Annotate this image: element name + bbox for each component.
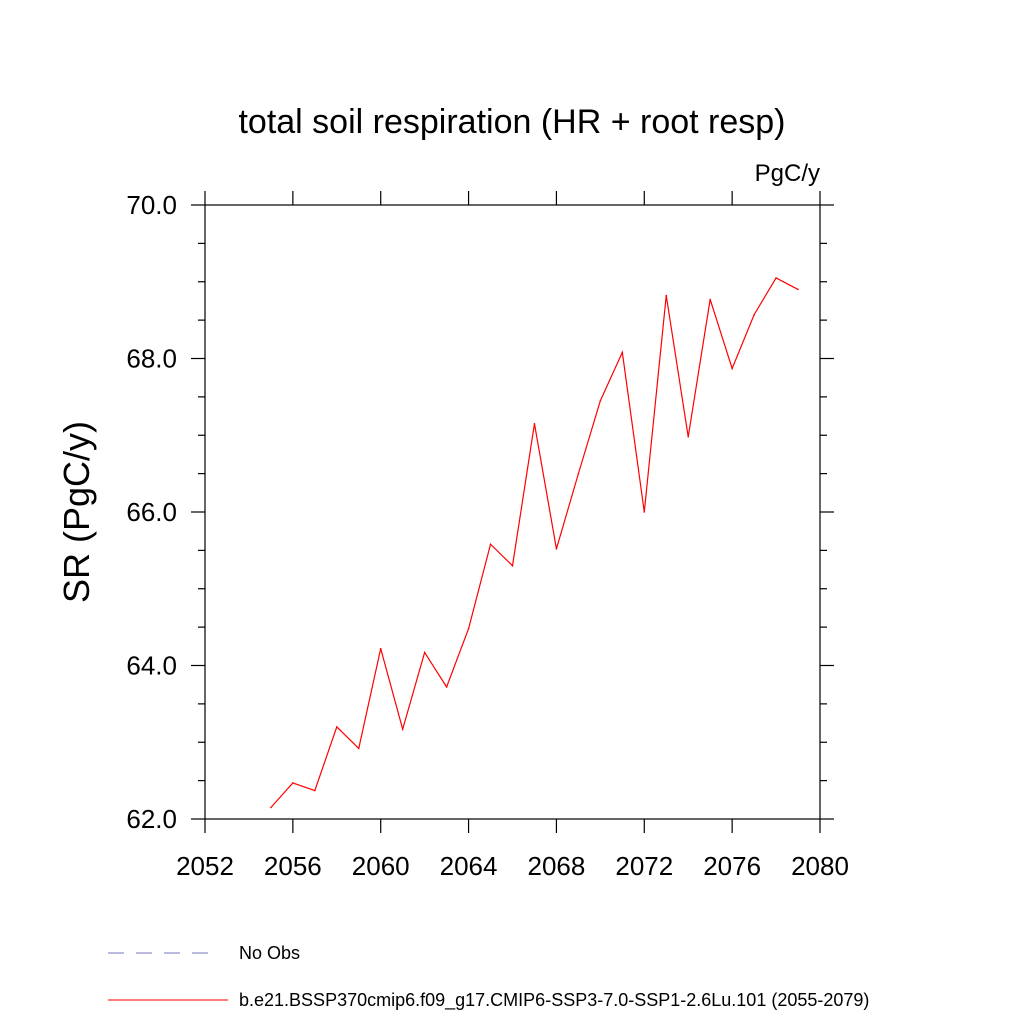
data-point [753, 313, 755, 316]
x-tick-label: 2052 [176, 851, 234, 881]
legend-label-no-obs: No Obs [239, 943, 300, 963]
x-tick-label: 2060 [352, 851, 410, 881]
data-point [665, 294, 668, 297]
legend: No Obs b.e21.BSSP370cmip6.f09_g17.CMIP6-… [108, 943, 869, 1011]
data-point [379, 647, 382, 650]
x-tick-label: 2076 [703, 851, 761, 881]
data-point [314, 789, 316, 792]
data-point [621, 351, 624, 354]
axes: 2052 2056 2060 2064 2068 2072 2076 2080 62.0 64.0… [126, 190, 849, 881]
series-line [270, 277, 799, 808]
x-tick-label: 2072 [615, 851, 673, 881]
data-point [577, 472, 580, 475]
plot-area [270, 277, 799, 809]
data-point [533, 422, 536, 425]
data-point [467, 627, 470, 630]
data-point [599, 399, 602, 402]
units-label: PgC/y [755, 160, 820, 187]
data-point [555, 548, 558, 550]
data-point [292, 782, 294, 784]
data-point [335, 726, 338, 728]
data-point [731, 367, 733, 370]
y-tick-label: 66.0 [126, 497, 177, 527]
y-tick-label: 68.0 [126, 344, 177, 374]
data-point [489, 543, 492, 546]
data-point [511, 564, 514, 567]
data-point [775, 277, 777, 279]
data-point [797, 288, 799, 291]
data-point [643, 511, 646, 513]
data-point [357, 747, 360, 750]
data-point [401, 728, 404, 731]
legend-label-series: b.e21.BSSP370cmip6.f09_g17.CMIP6-SSP3-7.… [239, 990, 869, 1011]
y-tick-label: 64.0 [126, 651, 177, 681]
data-point [709, 298, 711, 301]
x-tick-label: 2064 [440, 851, 498, 881]
x-tick-label: 2068 [528, 851, 586, 881]
data-point [270, 806, 272, 809]
y-tick-label: 62.0 [126, 804, 177, 834]
chart-title: total soil respiration (HR + root resp) [238, 103, 785, 141]
x-tick-label: 2056 [264, 851, 322, 881]
data-point [687, 435, 690, 438]
x-tick-label: 2080 [791, 851, 849, 881]
data-point [445, 686, 448, 688]
y-tick-label: 70.0 [126, 190, 177, 220]
plot-frame [204, 204, 821, 820]
y-axis-label: SR (PgC/y) [56, 421, 97, 603]
data-point [423, 651, 426, 654]
